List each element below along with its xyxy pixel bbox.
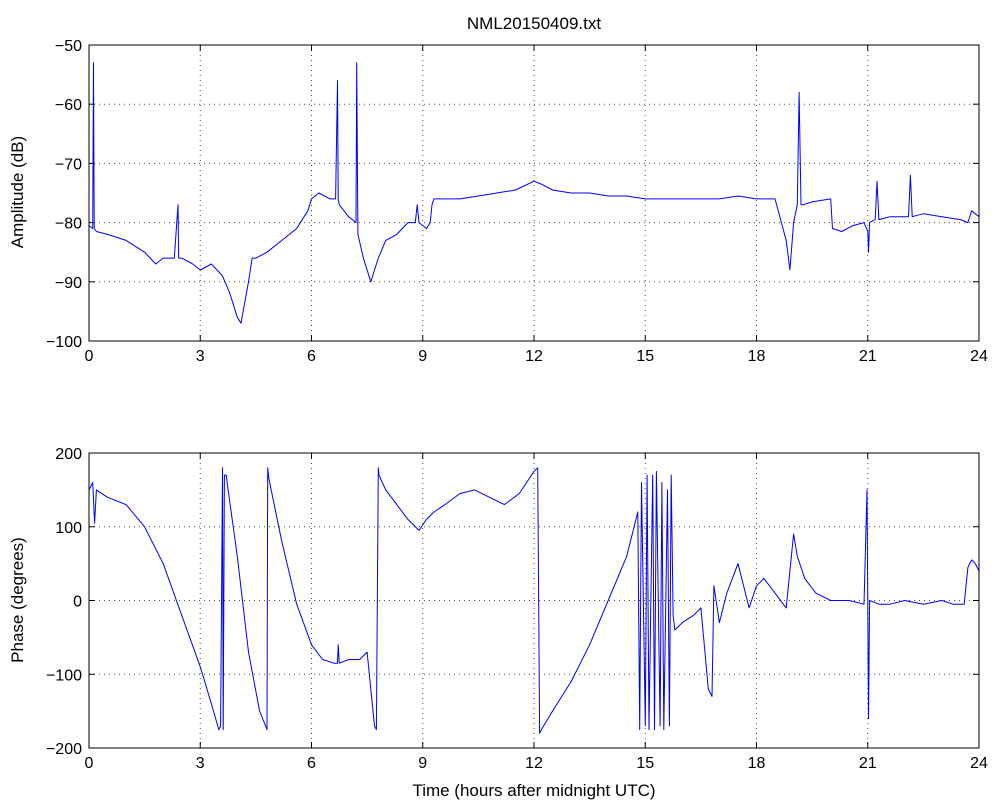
phase-y-tick-label: 100 bbox=[55, 520, 82, 537]
phase-x-tick-label: 3 bbox=[196, 755, 205, 772]
amplitude-y-tick-label: −50 bbox=[55, 38, 82, 55]
phase-x-tick-label: 12 bbox=[525, 755, 543, 772]
phase-y-tick-label: 200 bbox=[55, 446, 82, 463]
phase-x-tick-label: 0 bbox=[85, 755, 94, 772]
amplitude-y-tick-label: −70 bbox=[55, 156, 82, 173]
phase-axis-label: Phase (degrees) bbox=[8, 537, 27, 663]
plot-title: NML20150409.txt bbox=[467, 14, 601, 33]
amplitude-x-tick-label: 6 bbox=[307, 348, 316, 365]
amplitude-y-tick-label: −60 bbox=[55, 97, 82, 114]
amplitude-y-tick-label: −90 bbox=[55, 275, 82, 292]
phase-axes-frame bbox=[88, 452, 980, 749]
phase-plot: 0 3 6 9 12 15 18 21 24 200 100 0 −100 −200 bbox=[46, 446, 988, 772]
amplitude-plot: 0 3 6 9 12 15 18 21 24 −50 −60 −70 −80 −90 −100 bbox=[46, 38, 988, 365]
phase-x-tick-label: 18 bbox=[748, 755, 766, 772]
amplitude-x-tick-label: 12 bbox=[525, 348, 543, 365]
phase-y-tick-label: 0 bbox=[73, 594, 82, 611]
amplitude-axis-label: Amplitude (dB) bbox=[8, 136, 27, 248]
phase-y-tick-label: −200 bbox=[46, 741, 82, 758]
amplitude-x-tick-label: 0 bbox=[85, 348, 94, 365]
phase-x-tick-label: 9 bbox=[418, 755, 427, 772]
amplitude-x-tick-label: 15 bbox=[636, 348, 654, 365]
phase-series-line bbox=[88, 467, 980, 734]
phase-x-tick-label: 6 bbox=[307, 755, 316, 772]
phase-x-tick-label: 24 bbox=[970, 755, 988, 772]
phase-y-tick-label: −100 bbox=[46, 667, 82, 684]
amplitude-y-tick-label: −80 bbox=[55, 216, 82, 233]
amplitude-x-tick-label: 18 bbox=[748, 348, 766, 365]
amplitude-x-tick-label: 3 bbox=[196, 348, 205, 365]
amplitude-plot-area bbox=[89, 45, 979, 341]
amplitude-x-tick-label: 24 bbox=[970, 348, 988, 365]
amplitude-x-tick-label: 21 bbox=[859, 348, 877, 365]
time-axis-label: Time (hours after midnight UTC) bbox=[412, 781, 655, 800]
amplitude-axes-frame bbox=[88, 44, 980, 342]
amplitude-series-line bbox=[88, 62, 980, 324]
phase-x-tick-label: 15 bbox=[636, 755, 654, 772]
phase-x-tick-label: 21 bbox=[859, 755, 877, 772]
amplitude-y-tick-label: −100 bbox=[46, 334, 82, 351]
amplitude-x-tick-label: 9 bbox=[418, 348, 427, 365]
